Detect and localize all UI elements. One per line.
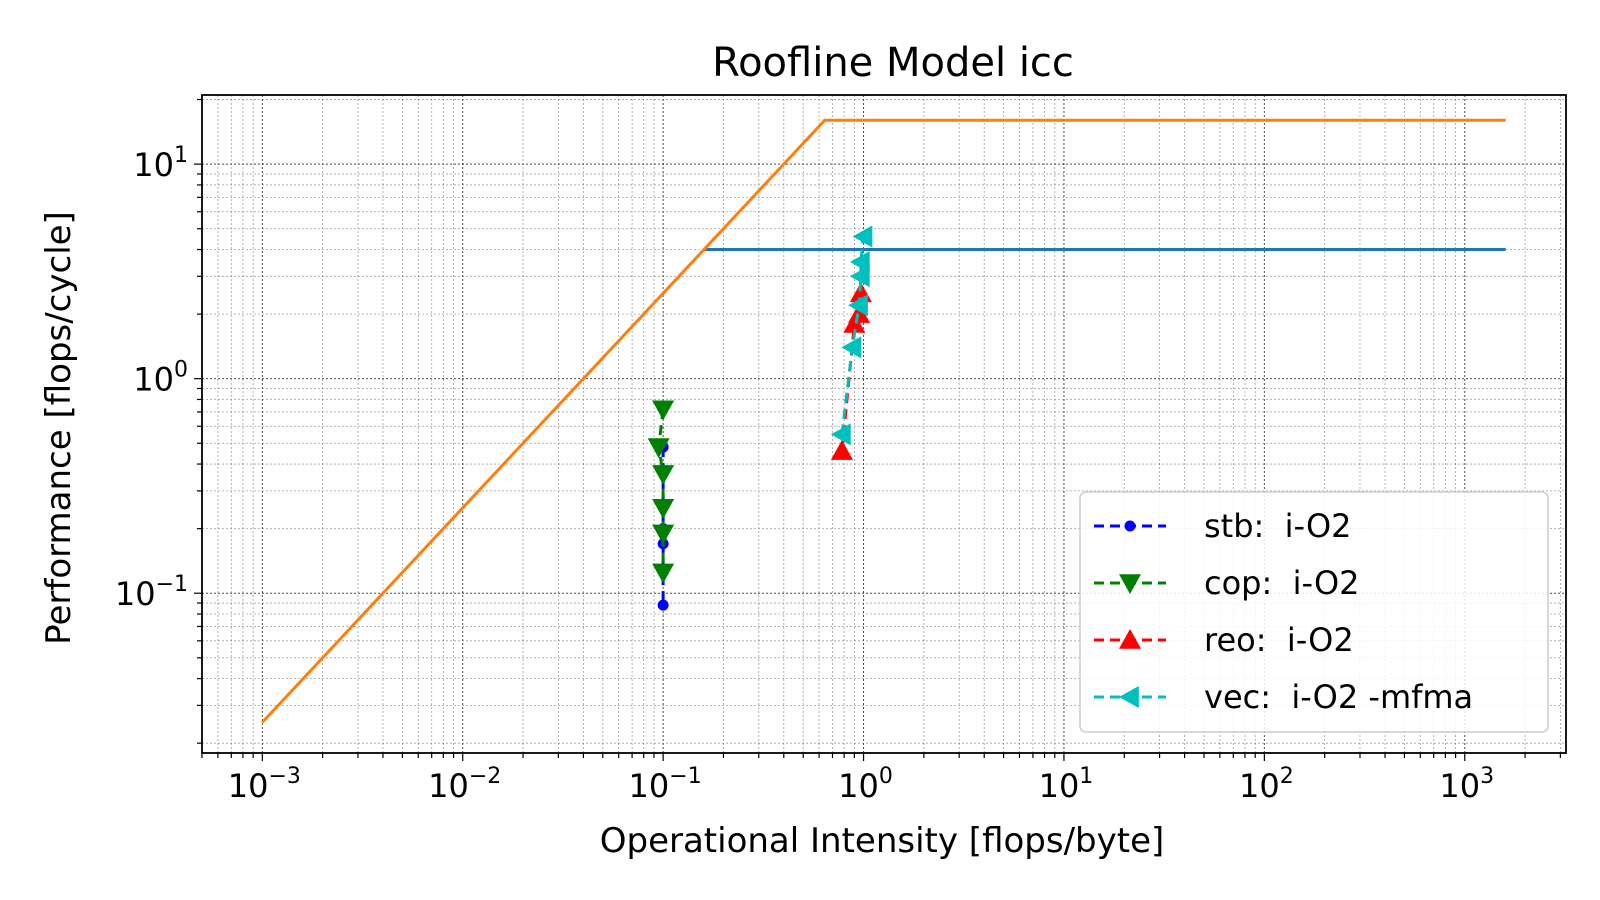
legend-label: reo: i-O2 xyxy=(1204,621,1354,659)
data-point xyxy=(652,563,675,584)
data-point xyxy=(849,265,870,288)
data-point xyxy=(647,438,670,459)
chart-title: Roofline Model icc xyxy=(712,40,1074,86)
data-point xyxy=(652,524,675,545)
x-tick-label: 10−1 xyxy=(629,764,702,805)
data-point xyxy=(652,400,675,421)
legend-marker xyxy=(1119,629,1141,649)
x-tick-label: 10−3 xyxy=(228,764,301,805)
data-point xyxy=(830,423,851,446)
legend-label: stb: i-O2 xyxy=(1204,507,1352,545)
y-tick-label: 10−1 xyxy=(115,572,188,613)
data-point xyxy=(848,303,871,323)
legend: stb: i-O2 cop: i-O2 reo: i-O2 vec: i-O2 -mf… xyxy=(1079,491,1549,733)
legend-label: cop: i-O2 xyxy=(1204,564,1359,602)
data-point xyxy=(652,499,675,519)
x-tick-label: 101 xyxy=(1039,764,1094,805)
roofline-memory-bound xyxy=(261,118,1506,724)
x-tick-label: 100 xyxy=(838,764,893,805)
data-point xyxy=(849,250,870,273)
x-tick-label: 102 xyxy=(1239,764,1294,805)
y-tick-label: 100 xyxy=(133,358,188,399)
data-point xyxy=(830,440,853,460)
data-point xyxy=(652,465,675,485)
y-axis-label: Performance [flops/cycle] xyxy=(39,211,79,645)
x-tick-label: 10−2 xyxy=(428,764,501,805)
legend-box xyxy=(1079,491,1549,733)
data-point xyxy=(841,336,862,359)
axes-frame xyxy=(201,94,1567,754)
data-point xyxy=(852,225,873,248)
data-point xyxy=(657,599,669,611)
x-tick-label: 103 xyxy=(1439,764,1494,805)
y-tick-label: 101 xyxy=(133,143,188,184)
legend-label: vec: i-O2 -mfma xyxy=(1204,678,1473,716)
legend-marker xyxy=(1119,574,1141,594)
x-axis-label: Operational Intensity [flops/byte] xyxy=(600,821,1165,861)
data-point xyxy=(848,294,868,317)
legend-marker xyxy=(1124,520,1136,532)
legend-marker xyxy=(1119,686,1139,708)
